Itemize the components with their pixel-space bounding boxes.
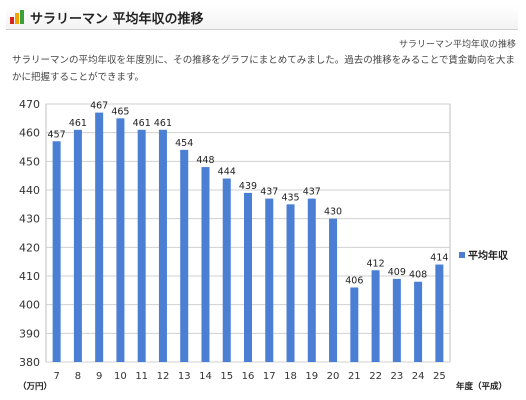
bar-value-label: 414 <box>430 253 448 264</box>
header-bar: サラリーマン 平均年収の推移 <box>6 5 518 30</box>
bar-value-label: 465 <box>111 106 129 117</box>
bar-value-label: 457 <box>48 129 66 140</box>
bar-chart-logo-icon <box>10 10 24 24</box>
bar-value-label: 412 <box>367 258 385 269</box>
legend-label: 平均年収 <box>468 249 509 262</box>
x-tick-label: 21 <box>348 371 361 382</box>
bar-value-label: 444 <box>218 167 236 178</box>
x-tick-label: 18 <box>284 371 297 382</box>
bar <box>265 198 274 362</box>
y-tick-label: 410 <box>19 270 40 283</box>
x-tick-label: 12 <box>157 371 170 382</box>
x-tick-label: 15 <box>220 371 233 382</box>
bar <box>95 112 104 362</box>
bar-value-label: 435 <box>281 192 299 203</box>
x-tick-label: 17 <box>263 371 276 382</box>
bar <box>286 204 295 362</box>
bar-value-label: 409 <box>388 267 406 278</box>
x-tick-label: 22 <box>369 371 382 382</box>
x-tick-label: 14 <box>199 371 212 382</box>
legend-swatch <box>459 252 465 258</box>
bar-value-label: 461 <box>69 118 87 129</box>
x-tick-label: 23 <box>390 371 403 382</box>
bar <box>414 281 423 362</box>
y-tick-label: 420 <box>19 241 40 254</box>
bar <box>371 270 380 362</box>
chart-subtitle: サラリーマン平均年収の推移 <box>398 40 516 50</box>
x-tick-label: 11 <box>135 371 148 382</box>
y-axis-unit-label: （万円） <box>18 382 53 392</box>
bar <box>307 198 316 362</box>
bar <box>158 129 167 362</box>
x-tick-label: 16 <box>242 371 255 382</box>
bar-value-label: 408 <box>409 270 427 281</box>
bar-value-label: 439 <box>239 181 257 192</box>
y-tick-label: 460 <box>19 127 40 140</box>
bar <box>392 278 401 362</box>
bar-value-label: 448 <box>196 155 214 166</box>
bar-value-label: 437 <box>303 187 321 198</box>
x-tick-label: 13 <box>178 371 191 382</box>
y-tick-label: 470 <box>19 98 40 111</box>
bar <box>116 118 125 362</box>
bar-value-label: 430 <box>324 207 342 218</box>
x-tick-label: 19 <box>305 371 318 382</box>
page-title: サラリーマン 平均年収の推移 <box>30 12 204 27</box>
bar <box>180 149 189 362</box>
bar-value-label: 461 <box>133 118 151 129</box>
y-tick-label: 380 <box>19 356 40 369</box>
x-tick-label: 24 <box>412 371 425 382</box>
bar <box>222 178 231 362</box>
bar <box>73 129 82 362</box>
x-axis-unit-label: 年度（平成） <box>456 382 508 392</box>
bar <box>435 264 444 362</box>
x-tick-label: 9 <box>96 371 102 382</box>
bar <box>329 218 338 362</box>
bar-value-label: 437 <box>260 187 278 198</box>
description-text: サラリーマンの平均年収を年度別に、その推移をグラフにまとめてみました。過去の推移… <box>12 55 515 83</box>
y-tick-label: 390 <box>19 327 40 340</box>
bar <box>350 287 359 362</box>
y-tick-label: 400 <box>19 299 40 312</box>
bar <box>201 167 210 362</box>
bar <box>137 129 146 362</box>
y-tick-label: 430 <box>19 213 40 226</box>
x-tick-label: 20 <box>327 371 340 382</box>
bar <box>52 141 61 362</box>
bar-value-label: 406 <box>345 275 363 286</box>
x-tick-label: 25 <box>433 371 446 382</box>
x-tick-label: 8 <box>75 371 81 382</box>
x-tick-label: 7 <box>53 371 59 382</box>
y-tick-label: 440 <box>19 184 40 197</box>
bar-value-label: 454 <box>175 138 193 149</box>
x-tick-label: 10 <box>114 371 127 382</box>
bar-value-label: 461 <box>154 118 172 129</box>
y-tick-label: 450 <box>19 155 40 168</box>
bar <box>244 192 252 362</box>
bar-value-label: 467 <box>90 101 108 112</box>
